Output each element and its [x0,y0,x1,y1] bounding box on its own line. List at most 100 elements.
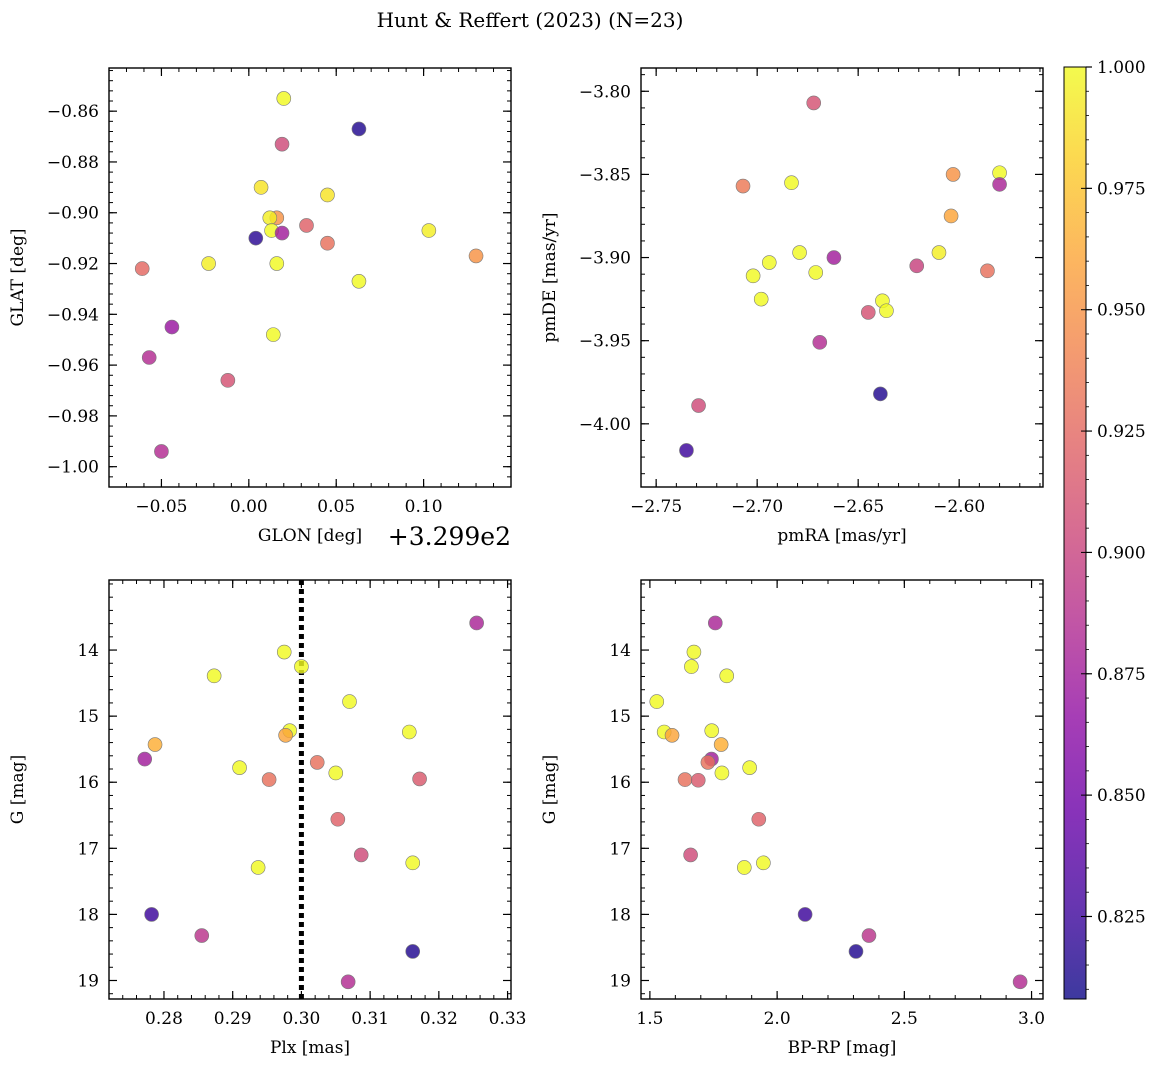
scatter-point [147,737,163,752]
scatter-point [232,760,247,775]
axes-frame [640,579,1044,1000]
scatter-point [206,668,222,684]
scatter-point [909,258,925,274]
scatter-point [931,245,947,260]
scatter-point [250,860,266,875]
axes-frame [108,67,512,488]
scatter-point [294,659,309,674]
x-tick-label: 0.05 [317,497,355,517]
x-axis-label: pmRA [mas/yr] [777,526,906,546]
x-tick-label: −2.65 [832,497,884,517]
x-tick-label: −2.70 [731,497,783,517]
scatter-point [134,261,150,276]
x-tick-label: 0.33 [489,1009,527,1029]
scatter-point [351,274,367,289]
panel-plx_g: 0.28 0.29 0.30 0.31 0.32 0.33 14 15 16 17 18 19 Plx … [8,579,527,1058]
y-tick-label: 16 [609,773,631,793]
scatter-point [137,751,153,767]
panel-bprp_g: 1.5 2.0 2.5 3.0 14 15 16 17 18 19 BP-RP [mag] G [ma… [540,579,1045,1058]
scatter-point [468,248,484,264]
scatter-point [690,772,706,788]
colorbar-tick-label: 0.825 [1097,907,1146,927]
scatter-point [679,443,694,458]
scatter-point [248,230,264,246]
y-tick-label: 14 [609,641,631,661]
x-offset-label: +3.299e2 [388,522,511,551]
x-tick-label: 2.0 [764,1009,791,1029]
scatter-point [299,218,314,233]
scatter-point [806,95,822,111]
scatter-point [1012,974,1028,990]
scatter-point [342,694,357,709]
scatter-point [826,250,842,265]
y-tick-label: −0.86 [47,102,99,122]
scatter-point [340,974,356,990]
scatter-point [320,187,335,203]
scatter-point [141,350,157,365]
scatter-point [353,847,369,863]
y-tick-label: 17 [77,839,99,859]
scatter-point [714,765,730,781]
y-tick-label: −3.80 [579,82,631,102]
x-tick-label: 0.30 [282,1009,320,1029]
x-tick-label: 3.0 [1018,1009,1045,1029]
scatter-point [194,928,210,943]
scatter-point [719,668,735,684]
scatter-point [879,303,894,319]
colorbar-gradient [1064,67,1086,999]
colorbar-tick-label: 0.950 [1097,301,1146,321]
x-tick-label: 0.10 [405,497,443,517]
scatter-point [792,245,807,260]
x-axis-label: Plx [mas] [270,1038,350,1058]
y-tick-label: −3.95 [579,332,631,352]
scatter-point [683,847,698,863]
scatter-point [992,177,1007,192]
scatter-point [351,121,367,137]
y-axis-label: GLAT [deg] [8,228,28,326]
colorbar-tick-label: 0.975 [1097,179,1146,199]
scatter-point [412,771,427,787]
scatter-point [797,907,813,922]
scatter-point [784,175,799,191]
scatter-point [848,944,864,959]
scatter-point [261,772,277,787]
figure-title: Hunt & Reffert (2023) (N=23) [377,8,684,32]
colorbar-tick-label: 0.900 [1097,543,1146,563]
x-tick-label: 0.00 [230,497,268,517]
x-tick-label: −2.60 [933,497,985,517]
scatter-point [745,268,761,284]
x-axis-label: BP-RP [mag] [788,1038,897,1058]
colorbar-frame [1063,66,1087,1000]
x-tick-label: 0.32 [420,1009,458,1029]
scatter-point [421,223,437,238]
y-tick-label: 14 [77,641,99,661]
colorbar-tick-label: 0.925 [1097,422,1146,442]
y-tick-label: 16 [77,773,99,793]
y-tick-label: −1.00 [47,458,99,478]
scatter-point [812,335,828,350]
scatter-point [860,305,876,320]
scatter-point [664,728,680,743]
y-tick-label: 17 [609,839,631,859]
y-tick-label: −0.92 [47,255,99,275]
y-tick-label: 19 [77,971,99,991]
scatter-point [262,210,278,226]
y-tick-label: 19 [609,971,631,991]
x-tick-label: 0.31 [351,1009,389,1029]
panel-pmra_pmde: −2.75 −2.70 −2.65 −2.60 −3.80 −3.85 −3.90 −3.95… [540,67,1044,546]
scatter-point [684,659,699,674]
axes-frame [108,579,512,1000]
y-tick-label: 18 [609,905,631,925]
scatter-point [704,723,720,738]
scatter-point [943,208,959,224]
x-axis-label: GLON [deg] [258,526,362,546]
scatter-point [753,291,769,307]
y-tick-label: −0.96 [47,356,99,376]
scatter-point [686,644,702,660]
y-tick-label: 15 [609,707,631,727]
scatter-point [276,644,292,660]
scatter-point [405,944,421,959]
scatter-point [265,327,281,342]
scatter-point [320,235,335,251]
y-tick-label: −3.90 [579,249,631,269]
